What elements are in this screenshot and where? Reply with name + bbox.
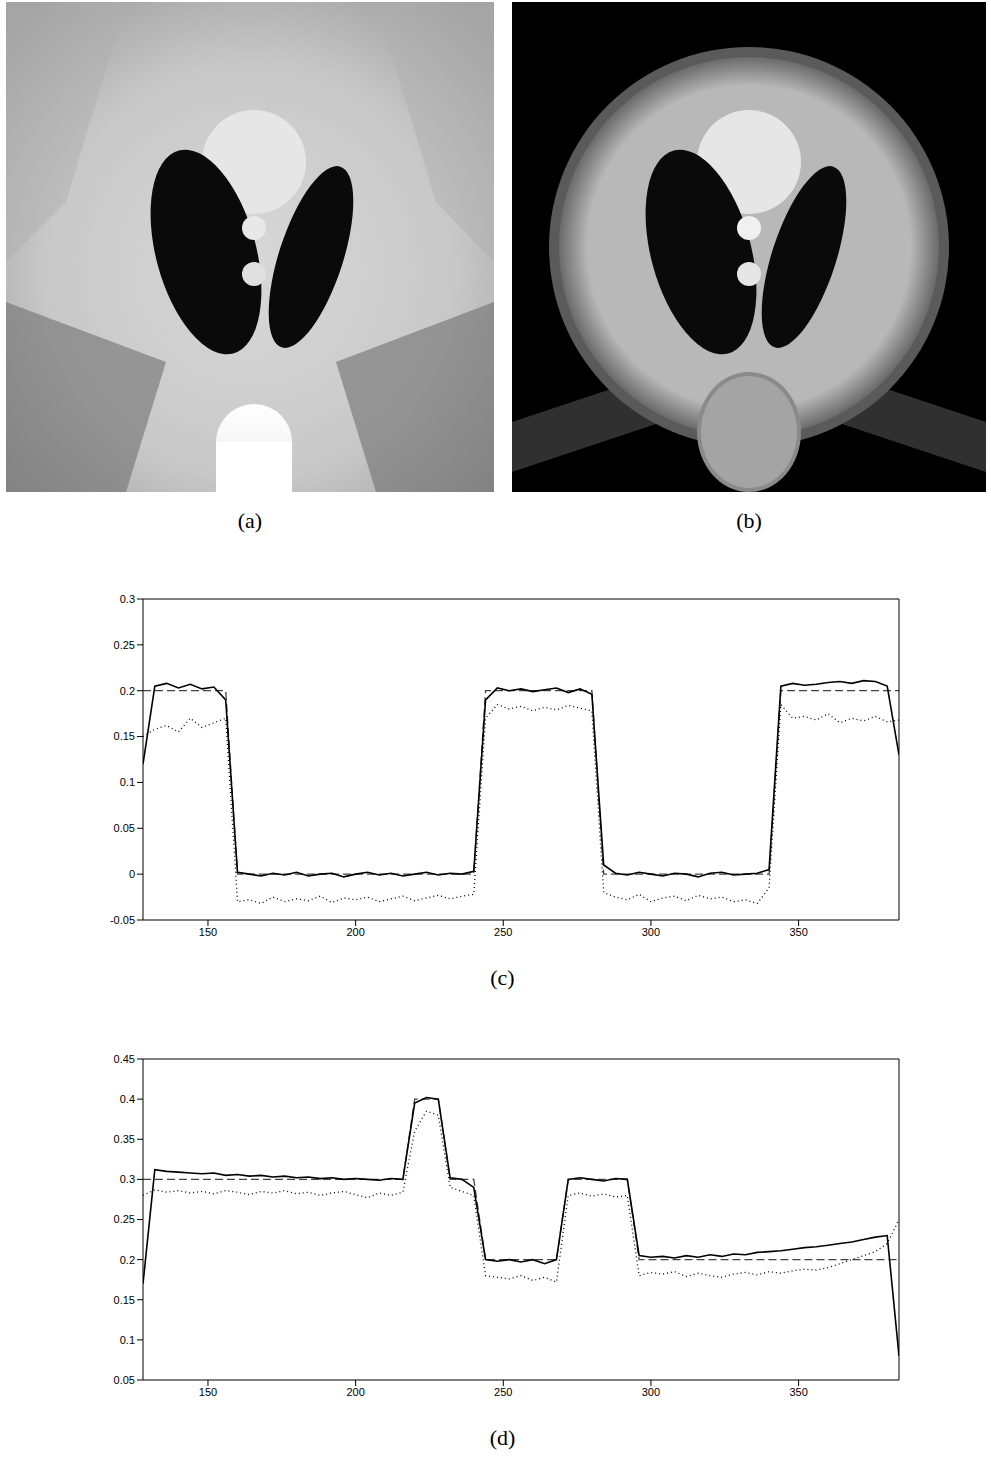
- svg-text:200: 200: [346, 1386, 364, 1398]
- svg-text:0.1: 0.1: [120, 1334, 135, 1346]
- svg-text:200: 200: [346, 926, 364, 938]
- html-text:(d): (d): [489, 1425, 516, 1450]
- svg-text:0.4: 0.4: [120, 1093, 135, 1105]
- svg-text:0.05: 0.05: [114, 822, 135, 834]
- svg-text:350: 350: [789, 1386, 807, 1398]
- html-text:(a): (a): [237, 508, 263, 533]
- svg-text:150: 150: [199, 926, 217, 938]
- svg-text:0.35: 0.35: [114, 1133, 135, 1145]
- svg-text:0.15: 0.15: [114, 730, 135, 742]
- html-text:(b): (b): [736, 508, 762, 533]
- svg-text:0.45: 0.45: [114, 1053, 135, 1065]
- svg-text:350: 350: [789, 926, 807, 938]
- svg-text:-0.05: -0.05: [110, 914, 135, 926]
- svg-text:0.3: 0.3: [120, 1173, 135, 1185]
- svg-text:300: 300: [642, 1386, 660, 1398]
- svg-text:0.25: 0.25: [114, 639, 135, 651]
- svg-text:0: 0: [129, 868, 135, 880]
- svg-text:300: 300: [642, 926, 660, 938]
- svg-text:0.15: 0.15: [114, 1294, 135, 1306]
- svg-text:0.2: 0.2: [120, 1254, 135, 1266]
- svg-text:0.3: 0.3: [120, 593, 135, 605]
- svg-text:250: 250: [494, 926, 512, 938]
- svg-text:0.05: 0.05: [114, 1374, 135, 1386]
- svg-text:0.25: 0.25: [114, 1213, 135, 1225]
- svg-text:0.1: 0.1: [120, 776, 135, 788]
- svg-text:250: 250: [494, 1386, 512, 1398]
- svg-text:0.2: 0.2: [120, 685, 135, 697]
- html-text:(c): (c): [490, 965, 515, 990]
- svg-text:150: 150: [199, 1386, 217, 1398]
